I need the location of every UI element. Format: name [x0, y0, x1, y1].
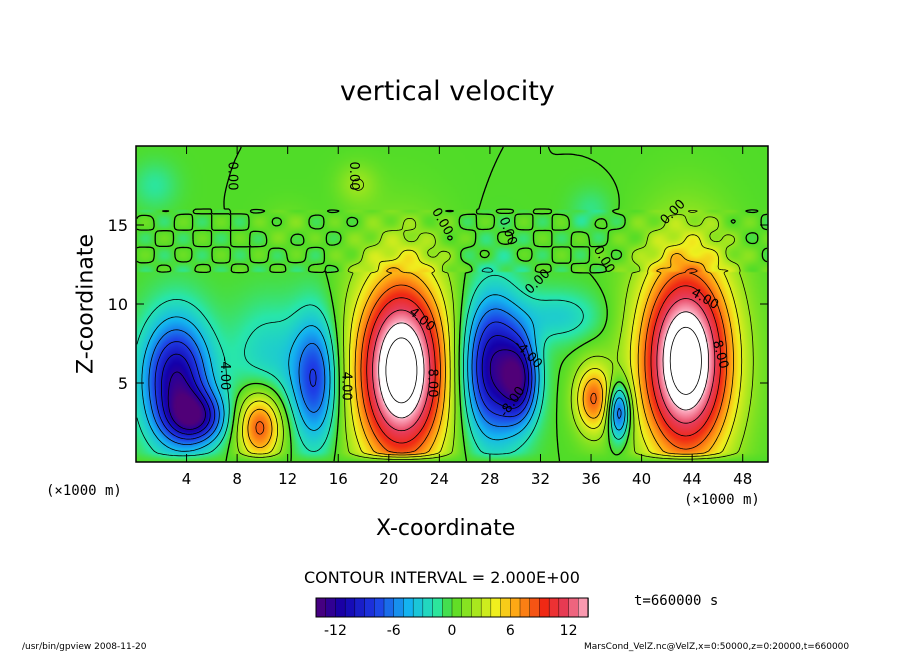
contour-level [385, 326, 702, 404]
x-tick-label: 4 [182, 470, 192, 488]
colorbar-swatch [442, 597, 453, 618]
contour-label: 0.00 [225, 162, 240, 191]
x-tick-label: 44 [683, 470, 702, 488]
velocity-field [136, 146, 768, 462]
y-axis-label: Z-coordinate [73, 234, 99, 374]
x-tick-label: 48 [733, 470, 752, 488]
colorbar-swatch [432, 597, 443, 618]
chart-title: vertical velocity [340, 76, 555, 107]
colorbar-swatch [393, 597, 405, 618]
colorbar-swatch [548, 597, 560, 618]
contour-label: 8.00 [424, 369, 439, 398]
colorbar-swatch [558, 597, 570, 618]
contour-label: 0.00 [346, 162, 361, 191]
colorbar-swatch [500, 597, 511, 618]
colorbar-swatch [364, 597, 375, 618]
x-tick-label: 16 [329, 470, 348, 488]
contour-level [136, 146, 768, 462]
colorbar-swatch [471, 597, 482, 618]
contour-lines [136, 146, 768, 462]
contour-level [167, 349, 526, 430]
contour-level [141, 294, 626, 452]
x-tick-label: 40 [632, 470, 651, 488]
x-tick-label: 28 [480, 470, 499, 488]
x-axis: 4 8 12 16 20 24 28 32 36 40 44 48 [182, 146, 752, 488]
contour-level [236, 178, 754, 460]
colorbar-swatch [403, 597, 414, 618]
footer-right: MarsCond_VelZ.nc@VelZ,x=0:50000,z=0:2000… [584, 642, 850, 652]
x-tick-label: 32 [531, 470, 550, 488]
contour-level [372, 298, 716, 432]
time-label: t=660000 s [634, 593, 719, 609]
contour-label: -4.00 [217, 357, 232, 391]
x-tick-label: 36 [581, 470, 600, 488]
colorbar-swatch [568, 597, 579, 618]
colorbar-swatch [354, 597, 366, 618]
colorbar-tick-label: 12 [560, 623, 578, 639]
colorbar-swatch [539, 597, 550, 618]
colorbar-swatch [335, 597, 346, 618]
x-unit-left: (×1000 m) [46, 483, 122, 499]
x-tick-label: 12 [278, 470, 297, 488]
colorbar-tick-label: 6 [506, 623, 515, 639]
contour-level [161, 335, 529, 435]
footer-left: /usr/bin/gpview 2008-11-20 [22, 642, 147, 652]
contour-interval-label: CONTOUR INTERVAL = 2.000E+00 [304, 568, 580, 587]
colorbar-swatch [529, 597, 541, 618]
contour-level [148, 308, 622, 445]
colorbar-tick-label: 0 [448, 623, 457, 639]
colorbar-swatch [519, 597, 531, 618]
colorbar-swatch [412, 597, 424, 618]
colorbar-swatch [510, 597, 521, 618]
contour-level [247, 253, 734, 456]
colorbar-tick-label: -6 [387, 623, 401, 639]
y-tick-label: 10 [108, 295, 128, 314]
y-axis: 5 10 15 [108, 216, 768, 393]
colorbar-swatch [325, 597, 337, 618]
colorbar-frame [315, 597, 589, 618]
colorbar-swatch [490, 597, 502, 618]
contour-label: 8.00 [709, 339, 731, 371]
colorbar-swatch [315, 597, 327, 618]
contour-level [378, 311, 709, 419]
x-tick-label: 8 [232, 470, 242, 488]
colorbar-swatch [374, 597, 385, 618]
contour-level [255, 268, 728, 454]
colorbar-tick-label: -12 [324, 623, 347, 639]
contour-level [242, 234, 743, 458]
colorbar-swatch [344, 597, 356, 618]
x-unit-right: (×1000 m) [684, 492, 760, 508]
colorbar-swatch [480, 597, 492, 618]
colorbar-swatch [578, 597, 589, 618]
colorbar-swatch [461, 597, 473, 618]
contour-level [154, 321, 533, 440]
y-tick-label: 15 [108, 216, 128, 235]
x-axis-label: X-coordinate [376, 516, 516, 541]
colorbar: -12 -6 0 6 12 [315, 597, 589, 639]
y-tick-label: 5 [118, 374, 128, 393]
colorbar-swatch [383, 597, 395, 618]
colorbar-swatch [422, 597, 434, 618]
colorbar-swatch [451, 597, 463, 618]
contour-level [136, 267, 629, 457]
x-tick-label: 24 [430, 470, 449, 488]
x-tick-label: 20 [379, 470, 398, 488]
contour-level [366, 285, 722, 444]
contour-label: 4.00 [338, 372, 353, 401]
